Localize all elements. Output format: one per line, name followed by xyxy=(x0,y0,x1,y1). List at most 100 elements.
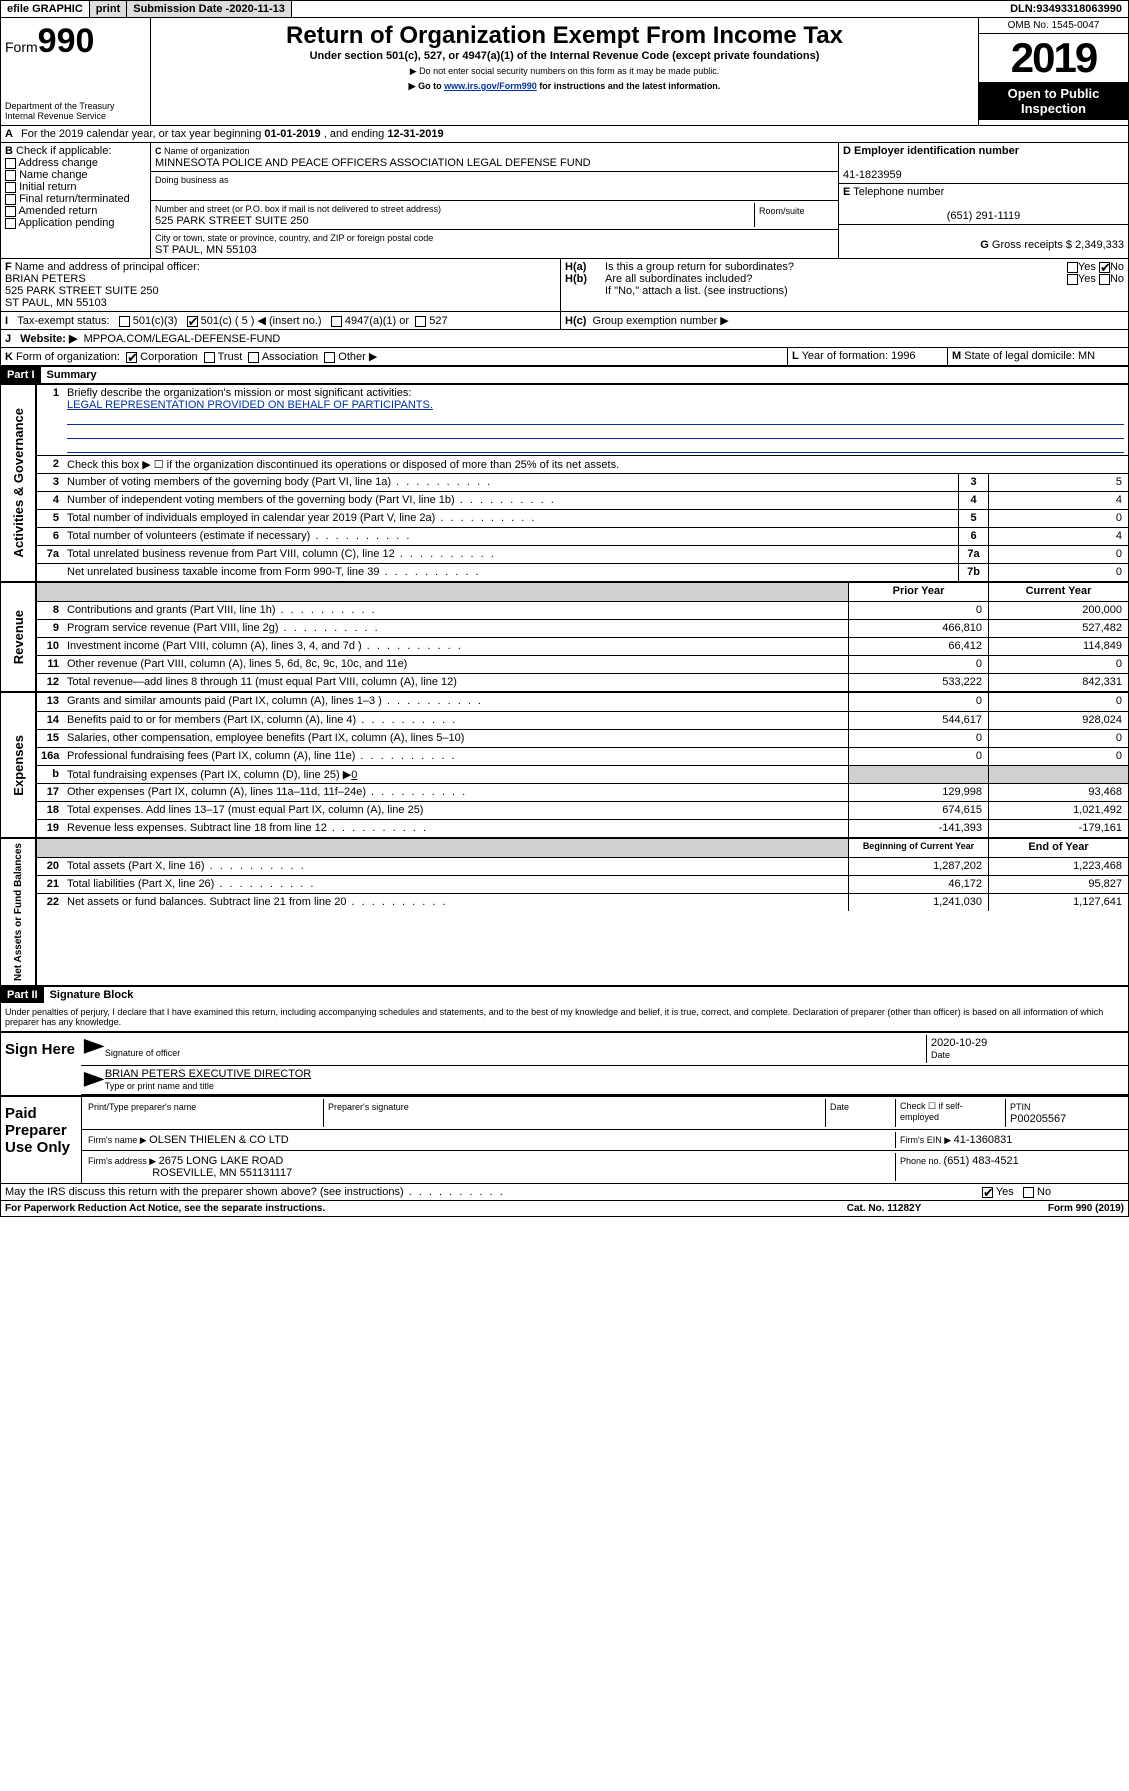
firm-ein-lbl: Firm's EIN ▶ xyxy=(900,1135,954,1145)
mission-text: LEGAL REPRESENTATION PROVIDED ON BEHALF … xyxy=(67,399,433,411)
r11p: 0 xyxy=(848,656,988,673)
r16c: 0 xyxy=(988,748,1128,765)
chk-other[interactable] xyxy=(324,352,335,363)
line13: Grants and similar amounts paid (Part IX… xyxy=(63,693,848,711)
footer-pra: For Paperwork Reduction Act Notice, see … xyxy=(5,1203,794,1214)
line9: Program service revenue (Part VIII, line… xyxy=(63,620,848,637)
gross-receipts: 2,349,333 xyxy=(1075,239,1124,251)
firm-addr-lbl: Firm's address ▶ xyxy=(88,1156,159,1166)
sign-here-block: Sign Here ▶ Signature of officer 2020-10… xyxy=(1,1031,1128,1095)
paid-preparer-label: Paid Preparer Use Only xyxy=(1,1097,81,1183)
chk-address-change[interactable] xyxy=(5,158,16,169)
row-I: I Tax-exempt status: 501(c)(3) 501(c) ( … xyxy=(1,311,1128,329)
goto-pre: ▶ Go to xyxy=(409,81,444,91)
part1-label: Part I xyxy=(1,367,41,383)
chk-amended-return[interactable] xyxy=(5,206,16,217)
tax-year-range: For the 2019 calendar year, or tax year … xyxy=(17,126,448,142)
line21: Total liabilities (Part X, line 26) xyxy=(63,876,848,893)
telephone: (651) 291-1119 xyxy=(843,210,1124,222)
A-mid: , and ending xyxy=(321,128,388,140)
chk-final-return[interactable] xyxy=(5,194,16,205)
row-FH: F Name and address of principal officer:… xyxy=(1,258,1128,311)
r18p: 674,615 xyxy=(848,802,988,819)
r10c: 114,849 xyxy=(988,638,1128,655)
website: MPPOA.COM/LEGAL-DEFENSE-FUND xyxy=(84,333,281,345)
line7a: Total unrelated business revenue from Pa… xyxy=(63,546,958,563)
chk-name-change[interactable] xyxy=(5,170,16,181)
chk-application-pending[interactable] xyxy=(5,218,16,229)
Hb-no: No xyxy=(1110,273,1124,285)
col-L: L Year of formation: 1996 xyxy=(788,348,948,365)
row-J: J Website: ▶ MPPOA.COM/LEGAL-DEFENSE-FUN… xyxy=(1,329,1128,347)
r19c: -179,161 xyxy=(988,820,1128,837)
opt-application-pending: Application pending xyxy=(18,217,114,229)
arrow-icon: ▶ xyxy=(79,1035,110,1063)
instructions-link[interactable]: www.irs.gov/Form990 xyxy=(444,81,537,91)
opt-501c3: 501(c)(3) xyxy=(133,315,178,327)
section-governance: Activities & Governance 1 Briefly descri… xyxy=(1,383,1128,581)
header-left: Form990 Department of the Treasury Inter… xyxy=(1,18,151,125)
chk-4947[interactable] xyxy=(331,316,342,327)
hdr-beg: Beginning of Current Year xyxy=(848,839,988,857)
section-revenue: Revenue Prior YearCurrent Year 8Contribu… xyxy=(1,581,1128,691)
col-H: H(a)Is this a group return for subordina… xyxy=(561,259,1128,311)
sig-name-title: BRIAN PETERS EXECUTIVE DIRECTOR xyxy=(105,1068,311,1080)
chk-501c[interactable] xyxy=(187,316,198,327)
form-body: Form990 Department of the Treasury Inter… xyxy=(0,18,1129,1217)
r17p: 129,998 xyxy=(848,784,988,801)
chk-discuss-no[interactable] xyxy=(1023,1187,1034,1198)
chk-discuss-yes[interactable] xyxy=(982,1187,993,1198)
chk-Ha-yes[interactable] xyxy=(1067,262,1078,273)
arrow-icon: ▶ xyxy=(79,1068,110,1092)
form-num: 990 xyxy=(38,22,95,60)
form-prefix: Form xyxy=(5,39,38,55)
line4: Number of independent voting members of … xyxy=(63,492,958,509)
room-label: Room/suite xyxy=(759,206,805,216)
r17c: 93,468 xyxy=(988,784,1128,801)
r14p: 544,617 xyxy=(848,712,988,729)
line19: Revenue less expenses. Subtract line 18 … xyxy=(63,820,848,837)
org-name: MINNESOTA POLICE AND PEACE OFFICERS ASSO… xyxy=(155,157,591,169)
omb-number: OMB No. 1545-0047 xyxy=(979,18,1128,34)
chk-trust[interactable] xyxy=(204,352,215,363)
officer-addr1: 525 PARK STREET SUITE 250 xyxy=(5,285,159,297)
firm-name-lbl: Firm's name ▶ xyxy=(88,1135,149,1145)
r10p: 66,412 xyxy=(848,638,988,655)
line2: Check this box ▶ ☐ if the organization d… xyxy=(63,456,1128,473)
firm-name: OLSEN THIELEN & CO LTD xyxy=(149,1134,289,1146)
submission-date: Submission Date - 2020-11-13 xyxy=(127,1,292,17)
line16b: Total fundraising expenses (Part IX, col… xyxy=(63,766,848,783)
A-end: 12-31-2019 xyxy=(387,128,443,140)
r12c: 842,331 xyxy=(988,674,1128,691)
chk-initial-return[interactable] xyxy=(5,182,16,193)
chk-Hb-yes[interactable] xyxy=(1067,274,1078,285)
opt-corp: Corporation xyxy=(140,351,197,363)
opt-amended-return: Amended return xyxy=(18,205,97,217)
col-C: C Name of organization MINNESOTA POLICE … xyxy=(151,143,838,258)
opt-assoc: Association xyxy=(262,351,318,363)
chk-assoc[interactable] xyxy=(248,352,259,363)
sig-date-label: Date xyxy=(931,1050,950,1060)
l16b-pre: Total fundraising expenses (Part IX, col… xyxy=(67,769,351,781)
sig-officer-label: Signature of officer xyxy=(105,1048,180,1058)
chk-Ha-no[interactable] xyxy=(1099,262,1110,273)
K-label: Form of organization: xyxy=(16,351,120,363)
header-right: OMB No. 1545-0047 2019 Open to Public In… xyxy=(978,18,1128,125)
col-B: B Check if applicable: Address change Na… xyxy=(1,143,151,258)
chk-527[interactable] xyxy=(415,316,426,327)
officer-name: BRIAN PETERS xyxy=(5,273,86,285)
opt-final-return: Final return/terminated xyxy=(19,193,130,205)
r8c: 200,000 xyxy=(988,602,1128,619)
opt-address-change: Address change xyxy=(18,157,98,169)
chk-501c3[interactable] xyxy=(119,316,130,327)
print-button[interactable]: print xyxy=(90,1,127,17)
Hc-text: Group exemption number ▶ xyxy=(593,315,729,327)
r12p: 533,222 xyxy=(848,674,988,691)
phone-lbl: Phone no. xyxy=(900,1156,944,1166)
chk-corp[interactable] xyxy=(126,352,137,363)
r13p: 0 xyxy=(848,693,988,711)
chk-Hb-no[interactable] xyxy=(1099,274,1110,285)
vlabel-revenue: Revenue xyxy=(9,606,28,668)
line6: Total number of volunteers (estimate if … xyxy=(63,528,958,545)
row-BCDEG: B Check if applicable: Address change Na… xyxy=(1,142,1128,258)
